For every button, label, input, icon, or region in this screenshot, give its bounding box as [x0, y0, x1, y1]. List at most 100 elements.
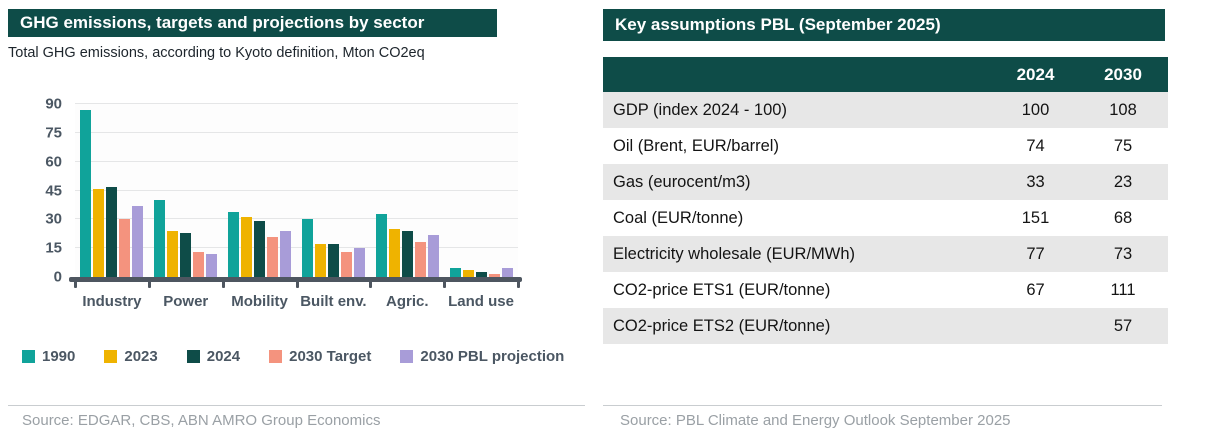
gridline-15 — [75, 247, 518, 249]
bar-land-use-1990 — [449, 268, 461, 277]
x-axis-tick — [369, 279, 373, 288]
bar-mobility-2023 — [241, 217, 253, 277]
value-2030: 68 — [1078, 200, 1168, 236]
bar-industry-2023 — [93, 188, 105, 277]
chart-subtitle: Total GHG emissions, according to Kyoto … — [8, 45, 425, 61]
legend-swatch-icon — [400, 350, 414, 363]
legend-item-1990: 1990 — [22, 348, 75, 365]
x-label-industry: Industry — [82, 293, 142, 310]
value-2024: 151 — [993, 200, 1078, 236]
x-axis-tick — [147, 279, 151, 288]
chart-title: GHG emissions, targets and projections b… — [20, 13, 425, 32]
value-2024: 77 — [993, 236, 1078, 272]
table-source: Source: PBL Climate and Energy Outlook S… — [620, 412, 1011, 429]
row-label: Coal (EUR/tonne) — [603, 200, 993, 236]
bar-land-use-2030-pbl-projection — [501, 268, 513, 277]
bar-power-2024 — [180, 232, 192, 277]
bar-agric--2030-pbl-projection — [427, 234, 439, 277]
chart-source: Source: EDGAR, CBS, ABN AMRO Group Econo… — [22, 412, 381, 429]
bar-mobility-1990 — [228, 211, 240, 277]
table-header-2030: 2030 — [1078, 57, 1168, 92]
table-row: Electricity wholesale (EUR/MWh) 77 73 — [603, 236, 1168, 272]
table-row: Oil (Brent, EUR/barrel) 74 75 — [603, 128, 1168, 164]
bar-agric--1990 — [375, 213, 387, 277]
bar-built-env--1990 — [301, 219, 313, 277]
row-label: Gas (eurocent/m3) — [603, 164, 993, 200]
bar-land-use-2023 — [462, 270, 474, 277]
bar-power-2030-pbl-projection — [206, 253, 218, 277]
legend-swatch-icon — [22, 350, 35, 363]
legend-item-2030-target: 2030 Target — [269, 348, 371, 365]
value-2030: 57 — [1078, 308, 1168, 344]
legend-label: 2023 — [124, 348, 158, 365]
value-2030: 75 — [1078, 128, 1168, 164]
chart-footer-divider — [8, 405, 585, 406]
value-2024: 67 — [993, 272, 1078, 308]
bar-industry-2024 — [106, 186, 118, 277]
bar-group-mobility — [223, 104, 297, 277]
legend-swatch-icon — [104, 350, 118, 363]
x-axis-tick — [517, 279, 520, 288]
row-label: GDP (index 2024 - 100) — [603, 92, 993, 128]
table-row: CO2-price ETS2 (EUR/tonne) 57 — [603, 308, 1168, 344]
table-footer-divider — [603, 405, 1162, 406]
legend-item-2024: 2024 — [186, 348, 241, 365]
table-body: GDP (index 2024 - 100) 100 108 Oil (Brent, … — [603, 92, 1168, 344]
row-label: Electricity wholesale (EUR/MWh) — [603, 236, 993, 272]
legend-label: 2030 PBL projection — [420, 348, 565, 365]
gridline-45 — [75, 189, 518, 191]
bar-built-env--2023 — [314, 244, 326, 277]
bar-power-1990 — [154, 200, 166, 277]
x-axis-tick — [443, 279, 447, 288]
legend-item-2023: 2023 — [104, 348, 158, 365]
chart-legend: 1990 2023 2024 2030 Target 2030 PBL projecti… — [22, 348, 564, 365]
x-label-agric-: Agric. — [385, 293, 429, 310]
bar-built-env--2024 — [327, 244, 339, 277]
bar-group-industry — [75, 104, 149, 277]
bar-built-env--2030-target — [340, 252, 352, 277]
chart-title-bar: GHG emissions, targets and projections b… — [8, 9, 497, 37]
table-row: Coal (EUR/tonne) 151 68 — [603, 200, 1168, 236]
bar-groups — [75, 104, 518, 277]
bar-land-use-2030-target — [488, 274, 500, 277]
table-row: Gas (eurocent/m3) 33 23 — [603, 164, 1168, 200]
assumptions-table: 2024 2030 GDP (index 2024 - 100) 100 108 Oil… — [603, 57, 1168, 344]
bar-land-use-2024 — [475, 272, 487, 277]
value-2030: 111 — [1078, 272, 1168, 308]
table-header-label-col — [603, 57, 993, 92]
legend-swatch-icon — [186, 350, 200, 363]
value-2024 — [993, 308, 1078, 344]
legend-swatch-icon — [269, 350, 283, 363]
row-label: Oil (Brent, EUR/barrel) — [603, 128, 993, 164]
y-tick-label-15: 15 — [45, 239, 62, 257]
bar-built-env--2030-pbl-projection — [353, 248, 365, 277]
table-row: GDP (index 2024 - 100) 100 108 — [603, 92, 1168, 128]
bar-industry-2030-pbl-projection — [132, 205, 144, 277]
y-tick-label-60: 60 — [45, 153, 62, 171]
bar-mobility-2030-target — [267, 236, 279, 277]
y-axis: 0 15 30 45 60 75 90 — [20, 96, 62, 286]
bar-agric--2030-target — [414, 242, 426, 277]
x-axis-tick — [295, 279, 299, 288]
bar-power-2030-target — [193, 252, 205, 277]
table-row: CO2-price ETS1 (EUR/tonne) 67 111 — [603, 272, 1168, 308]
value-2024: 74 — [993, 128, 1078, 164]
bar-industry-1990 — [80, 109, 92, 277]
gridline-75 — [75, 131, 518, 133]
table-header-row: 2024 2030 — [603, 57, 1168, 92]
y-tick-label-75: 75 — [45, 124, 62, 142]
bar-group-built-env- — [296, 104, 370, 277]
x-axis-labels: Industry Power Mobility Built env. Agric. Lan… — [75, 293, 518, 333]
table-title-bar: Key assumptions PBL (September 2025) — [603, 9, 1165, 41]
value-2030: 108 — [1078, 92, 1168, 128]
legend-label: 2024 — [206, 348, 241, 365]
y-tick-label-0: 0 — [53, 268, 62, 286]
bar-group-agric- — [370, 104, 444, 277]
bar-mobility-2024 — [254, 221, 266, 277]
bar-agric--2023 — [388, 228, 400, 277]
legend-item-2030-pbl-projection: 2030 PBL projection — [400, 348, 564, 365]
plot-area — [75, 103, 518, 277]
y-tick-label-30: 30 — [45, 210, 62, 228]
x-axis-tick — [221, 279, 225, 288]
